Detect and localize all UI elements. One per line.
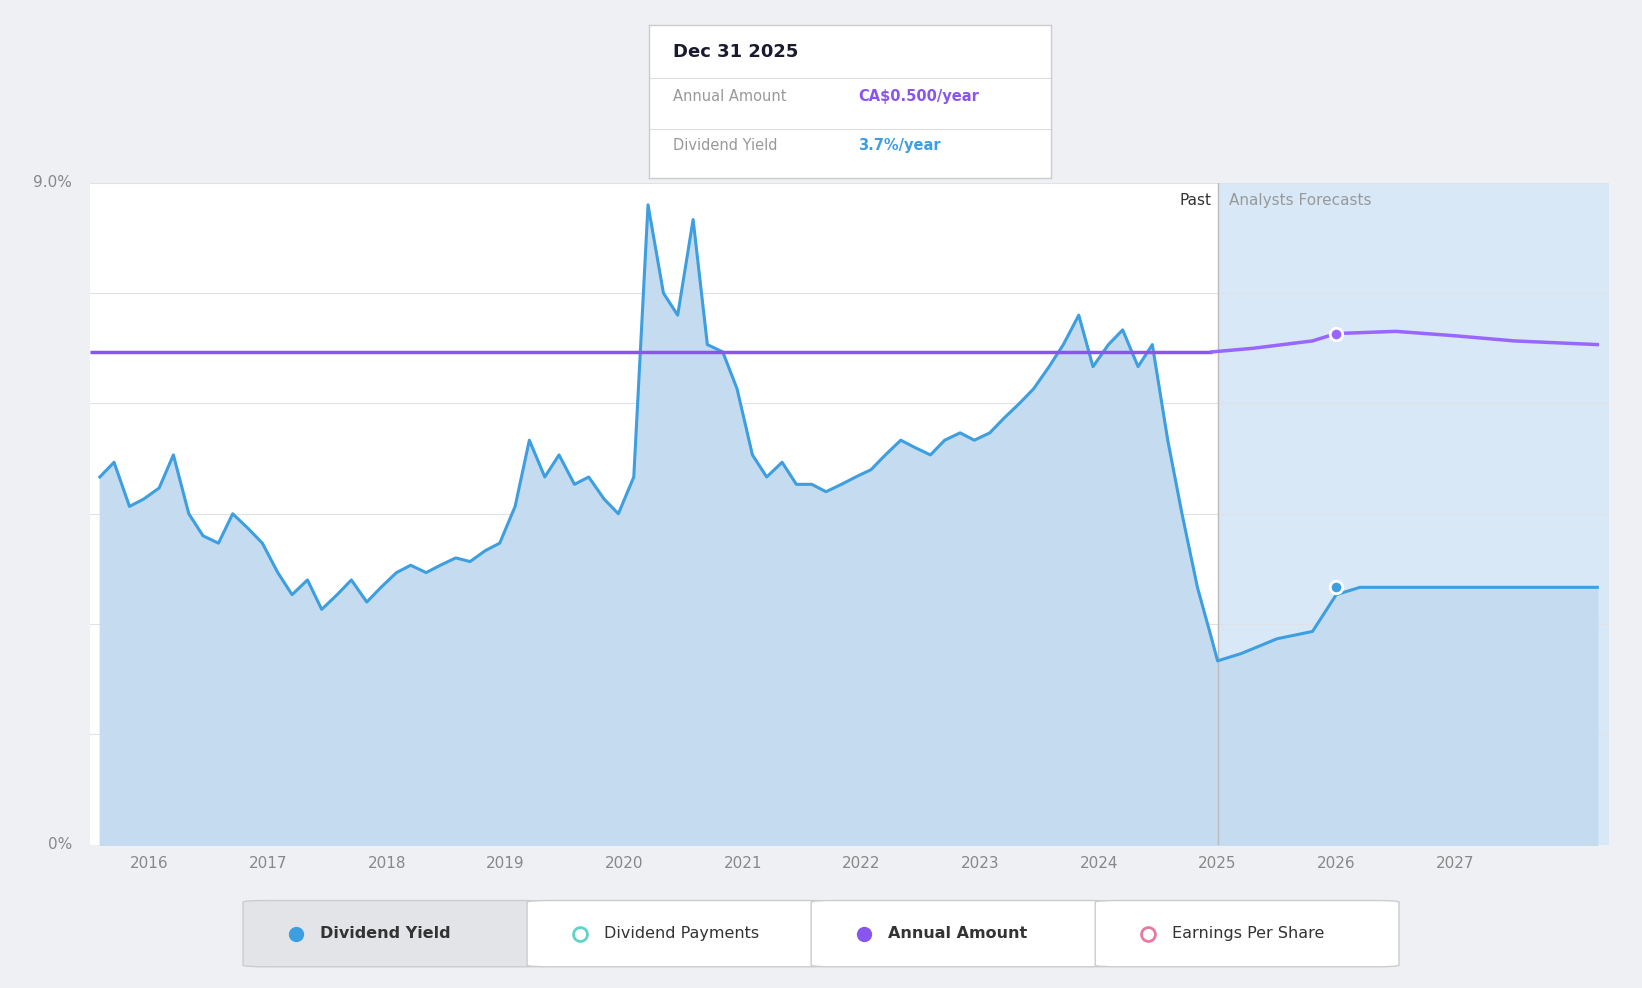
Text: Annual Amount: Annual Amount [673,89,787,104]
Text: Earnings Per Share: Earnings Per Share [1172,926,1325,942]
Text: Dividend Payments: Dividend Payments [604,926,759,942]
FancyBboxPatch shape [243,900,547,967]
Text: 0%: 0% [48,837,72,853]
Bar [1218,183,1609,845]
Text: 3.7%/year: 3.7%/year [857,138,941,153]
Text: 9.0%: 9.0% [33,175,72,191]
Text: Past: Past [1179,193,1212,207]
Text: Dividend Yield: Dividend Yield [320,926,452,942]
FancyBboxPatch shape [1095,900,1399,967]
Text: Dividend Yield: Dividend Yield [673,138,777,153]
Text: Annual Amount: Annual Amount [888,926,1028,942]
Text: Analysts Forecasts: Analysts Forecasts [1230,193,1373,207]
FancyBboxPatch shape [527,900,831,967]
FancyBboxPatch shape [811,900,1115,967]
Text: Dec 31 2025: Dec 31 2025 [673,43,798,61]
Text: CA$0.500/year: CA$0.500/year [857,89,979,104]
